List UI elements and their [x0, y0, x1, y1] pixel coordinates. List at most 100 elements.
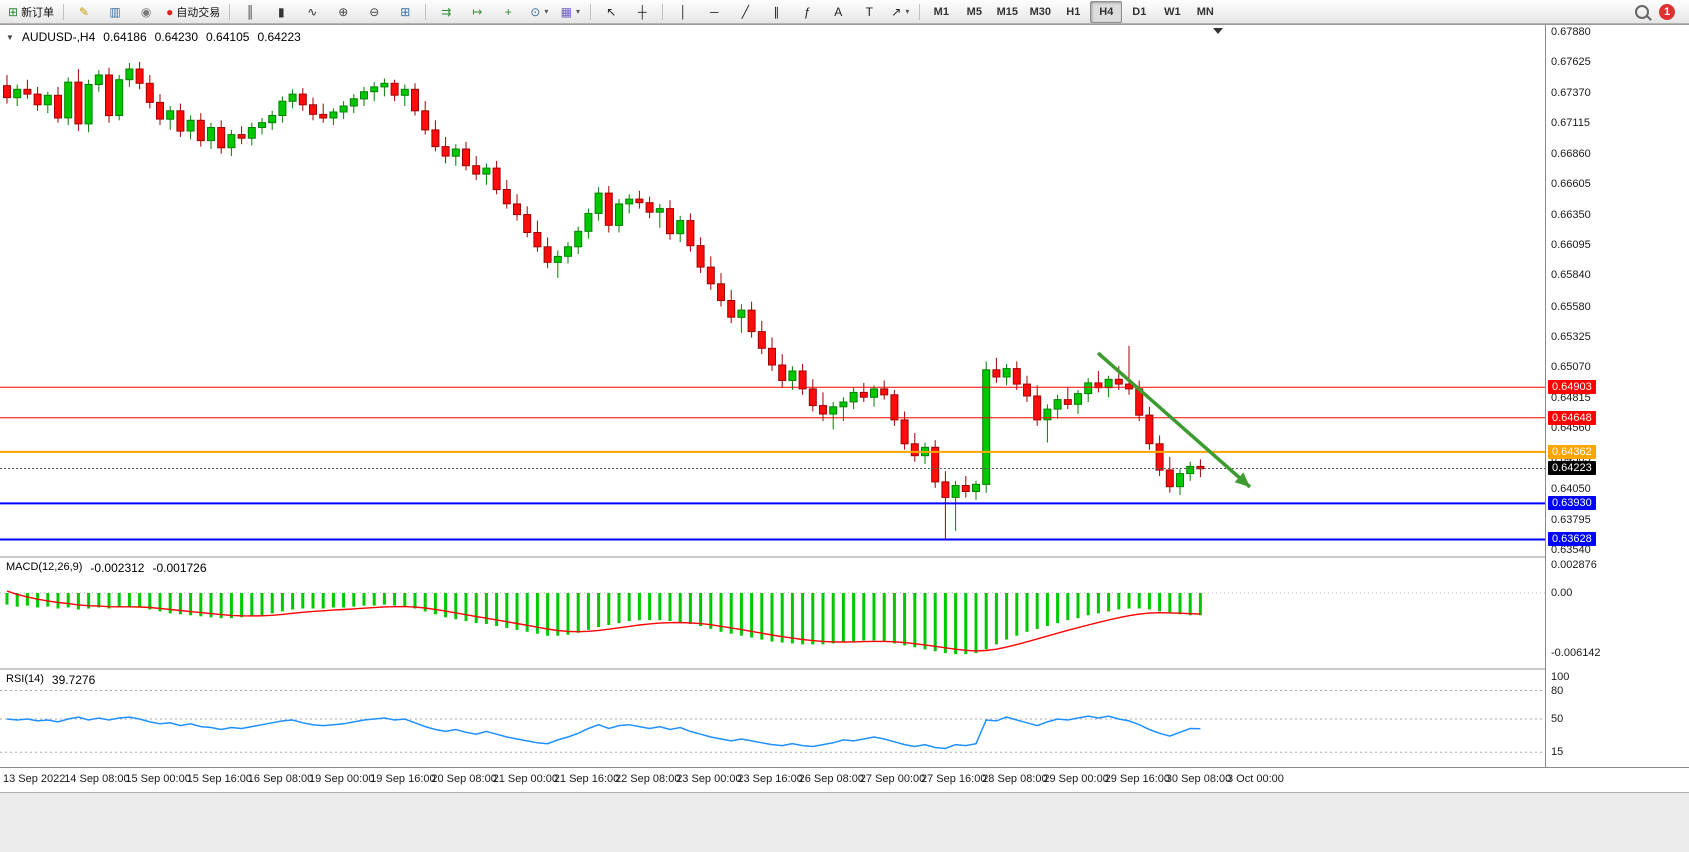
- timeframe-m5[interactable]: M5: [966, 5, 982, 18]
- trendline-icon: ╱: [741, 4, 749, 19]
- bar-chart-button[interactable]: ║: [235, 1, 265, 23]
- metaeditor-button[interactable]: ✎: [69, 1, 99, 23]
- macd-main-value: -0.002312: [90, 561, 145, 575]
- tile-windows-button[interactable]: ⊞: [390, 1, 420, 23]
- toolbar-right: 1: [1635, 3, 1685, 20]
- notification-badge[interactable]: 1: [1659, 3, 1675, 20]
- timeframe-w1[interactable]: W1: [1164, 5, 1181, 18]
- price-label: 0.63540: [1551, 543, 1591, 556]
- macd-signal-line: [6, 590, 1201, 652]
- indicators-icon: +: [504, 4, 512, 19]
- price-scale[interactable]: 0.67880 0.67625 0.67370 0.67115 0.66860 0.666…: [1545, 25, 1689, 767]
- templates-button[interactable]: ▦ ▾: [555, 1, 585, 23]
- chevron-down-icon: ▾: [905, 7, 910, 16]
- zoom-out-icon: ⊖: [369, 4, 380, 19]
- text-button[interactable]: A: [823, 1, 853, 23]
- auto-scroll-button[interactable]: ⇉: [431, 1, 461, 23]
- macd-scale-label: 0.002876: [1551, 559, 1597, 572]
- zoom-in-icon: ⊕: [338, 4, 349, 19]
- vertical-line-button[interactable]: │: [668, 1, 698, 23]
- timeframe-m30[interactable]: M30: [1029, 5, 1052, 18]
- chart-canvas[interactable]: [0, 25, 1545, 767]
- price-label: 0.67880: [1551, 26, 1591, 38]
- time-label: 13 Sep 2022: [3, 773, 66, 785]
- toolbar-separator: [919, 3, 921, 20]
- timeframe-m15[interactable]: M15: [996, 5, 1019, 18]
- channel-button[interactable]: ∥: [761, 1, 791, 23]
- collapse-triangle-icon[interactable]: ▼: [6, 32, 14, 42]
- trendline-button[interactable]: ╱: [730, 1, 760, 23]
- tile-windows-icon: ⊞: [400, 4, 411, 19]
- time-label: 29 Sep 16:00: [1104, 773, 1171, 785]
- timeframe-toolbar: M1 M5 M15 M30 H1 H4 D1 W1 MN: [915, 0, 1221, 23]
- arrows-button[interactable]: ↗ ▾: [885, 1, 915, 23]
- cursor-icon: ↖: [606, 4, 617, 19]
- time-axis[interactable]: 13 Sep 2022 14 Sep 08:00 15 Sep 00:00 15 Se…: [0, 767, 1689, 793]
- zoom-in-button[interactable]: ⊕: [328, 1, 358, 23]
- cursor-button[interactable]: ↖: [596, 1, 626, 23]
- time-label: 19 Sep 16:00: [370, 773, 436, 785]
- community-icon: ◉: [140, 4, 152, 19]
- time-label: 22 Sep 08:00: [615, 773, 681, 785]
- toolbar-separator: [229, 3, 231, 20]
- chart-shift-button[interactable]: ↦: [462, 1, 492, 23]
- autotrading-button[interactable]: ● 自动交易: [162, 1, 224, 23]
- chevron-down-icon: ▾: [544, 7, 549, 16]
- timeframe-h1[interactable]: H1: [1066, 5, 1081, 18]
- timeframe-h4[interactable]: H4: [1090, 0, 1123, 23]
- autotrading-icon: ●: [166, 4, 174, 19]
- bar-chart-icon: ║: [246, 4, 255, 19]
- price-label: 0.64560: [1551, 422, 1591, 435]
- time-label: 27 Sep 00:00: [859, 773, 926, 785]
- market-watch-button[interactable]: ▥: [100, 1, 130, 23]
- time-label: 15 Sep 00:00: [125, 773, 191, 785]
- time-label: 30 Sep 08:00: [1165, 773, 1232, 785]
- timeframe-d1[interactable]: D1: [1132, 5, 1147, 18]
- crosshair-button[interactable]: ┼: [627, 1, 657, 23]
- price-label: 0.65070: [1551, 361, 1591, 374]
- timeframe-mn[interactable]: MN: [1196, 5, 1214, 18]
- text-label-button[interactable]: T: [854, 1, 884, 23]
- current-price-badge: 0.64223: [1548, 461, 1596, 476]
- line-chart-button[interactable]: ∿: [297, 1, 327, 23]
- toolbar-separator: [590, 3, 592, 20]
- chart-title: ▼ AUDUSD-,H4 0.64186 0.64230 0.64105 0.6…: [6, 30, 301, 44]
- time-label: 29 Sep 00:00: [1043, 773, 1109, 785]
- rsi-scale-label: 15: [1551, 746, 1564, 759]
- indicators-button[interactable]: +: [493, 1, 523, 23]
- time-label: 26 Sep 08:00: [798, 773, 865, 785]
- fibonacci-icon: ƒ: [803, 4, 811, 19]
- line-chart-icon: ∿: [307, 4, 318, 19]
- candlestick-chart-icon: ▮: [278, 4, 285, 19]
- price-label: 0.64050: [1551, 483, 1591, 496]
- trend-arrow: [1096, 351, 1252, 489]
- price-label: 0.67370: [1551, 86, 1591, 99]
- fibonacci-button[interactable]: ƒ: [792, 1, 822, 23]
- community-button[interactable]: ◉: [131, 1, 161, 23]
- chart-shift-icon: ↦: [472, 4, 483, 19]
- time-label: 14 Sep 08:00: [64, 773, 130, 785]
- time-label: 19 Sep 00:00: [309, 773, 375, 785]
- macd-layer: [0, 590, 1545, 655]
- price-label: 0.65840: [1551, 269, 1591, 282]
- timeframe-m1[interactable]: M1: [933, 5, 949, 18]
- toolbar-separator: [662, 3, 664, 20]
- macd-scale-label: 0.00: [1551, 587, 1573, 599]
- toolbar-buttons: ⊞ 新订单 ✎ ▥ ◉ ● 自动交易 ║ ▮ ∿ ⊕ ⊖ ⊞ ⇉ ↦ + ⊙ ▾ ▦ ▾ ↖ ┼ │ ─ ╱ ∥ ƒ A T ↗ ▾: [4, 1, 915, 23]
- hline-price-badge: 0.64648: [1548, 410, 1596, 425]
- rsi-layer: [0, 690, 1545, 753]
- price-label: 0.67115: [1551, 117, 1590, 130]
- macd-label: MACD(12,26,9): [6, 561, 83, 573]
- zoom-out-button[interactable]: ⊖: [359, 1, 389, 23]
- rsi-header: RSI(14) 39.7276: [6, 673, 95, 687]
- new-order-button[interactable]: ⊞ 新订单: [4, 1, 58, 23]
- rsi-scale-label: 80: [1551, 684, 1564, 697]
- main-toolbar: ⊞ 新订单 ✎ ▥ ◉ ● 自动交易 ║ ▮ ∿ ⊕ ⊖ ⊞ ⇉ ↦ + ⊙ ▾ ▦ ▾ ↖ ┼ │ ─ ╱ ∥ ƒ A T ↗ ▾ M1 M…: [0, 0, 1689, 24]
- periods-button[interactable]: ⊙ ▾: [524, 1, 554, 23]
- candlestick-chart-button[interactable]: ▮: [266, 1, 296, 23]
- low-value: 0.64105: [206, 30, 250, 44]
- macd-header: MACD(12,26,9) -0.002312 -0.001726: [6, 561, 207, 575]
- horizontal-line-button[interactable]: ─: [699, 1, 729, 23]
- close-value: 0.64223: [257, 30, 301, 44]
- search-icon[interactable]: [1635, 4, 1649, 19]
